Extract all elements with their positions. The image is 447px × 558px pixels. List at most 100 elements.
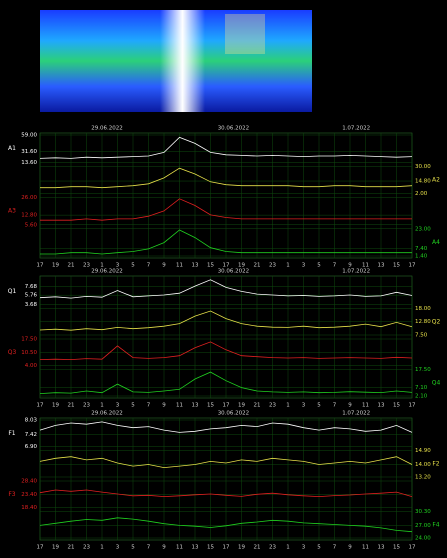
x-tick-label: 17: [223, 263, 230, 269]
x-tick-label: 11: [362, 263, 369, 269]
x-tick-label: 23: [269, 403, 276, 409]
x-tick-label: 7: [147, 263, 151, 269]
y-tick-label: 6.90: [25, 444, 38, 450]
x-tick-label: 19: [238, 545, 245, 551]
x-tick-label: 9: [162, 403, 166, 409]
x-tick-label: 13: [378, 403, 385, 409]
x-tick-label: 21: [254, 263, 261, 269]
x-tick-label: 11: [176, 263, 183, 269]
y-tick-label: 8.03: [25, 418, 38, 424]
x-tick-label: 21: [68, 403, 75, 409]
y-tick-label: 3.68: [25, 302, 38, 308]
x-tick-label: 5: [131, 263, 135, 269]
x-tick-label: 1: [100, 403, 104, 409]
y-tick-label: 7.68: [25, 284, 38, 290]
series-name: Q1: [8, 288, 17, 295]
date-label: 1.07.2022: [342, 126, 370, 132]
x-tick-label: 1: [100, 545, 104, 551]
x-tick-label: 9: [162, 545, 166, 551]
x-tick-label: 13: [192, 403, 199, 409]
y-tick-label: 27.00: [415, 523, 431, 529]
x-tick-label: 17: [223, 545, 230, 551]
date-label: 29.06.2022: [91, 126, 123, 132]
y-tick-label: 14.90: [415, 448, 431, 454]
x-tick-label: 9: [348, 403, 352, 409]
x-tick-label: 13: [378, 545, 385, 551]
y-tick-label: 13.60: [21, 160, 37, 166]
x-tick-label: 17: [409, 263, 416, 269]
x-tick-label: 15: [393, 263, 400, 269]
y-tick-label: 23.40: [21, 492, 37, 498]
x-tick-label: 11: [362, 403, 369, 409]
series-line: [39, 341, 413, 361]
x-tick-label: 1: [286, 263, 290, 269]
x-tick-label: 17: [37, 263, 44, 269]
y-tick-label: 31.60: [21, 149, 37, 155]
series-line: [39, 279, 413, 299]
x-tick-label: 23: [83, 403, 90, 409]
x-tick-label: 15: [207, 263, 214, 269]
x-tick-label: 19: [238, 403, 245, 409]
y-tick-label: 17.50: [21, 337, 37, 343]
y-tick-label: 4.00: [25, 363, 38, 369]
x-tick-label: 3: [302, 403, 306, 409]
x-tick-label: 19: [52, 403, 59, 409]
x-tick-label: 17: [409, 545, 416, 551]
date-label: 30.06.2022: [218, 269, 250, 275]
x-tick-label: 11: [176, 545, 183, 551]
x-tick-label: 9: [348, 545, 352, 551]
series-name: Q3: [8, 349, 17, 356]
x-tick-label: 19: [52, 545, 59, 551]
series-line: [40, 198, 412, 221]
y-tick-label: 17.50: [415, 367, 431, 373]
x-tick-label: 17: [223, 403, 230, 409]
x-tick-label: 3: [116, 263, 120, 269]
x-tick-label: 7: [333, 263, 337, 269]
y-tick-label: 18.00: [415, 306, 431, 312]
x-tick-label: 23: [83, 263, 90, 269]
x-tick-label: 15: [207, 403, 214, 409]
x-tick-label: 9: [162, 263, 166, 269]
x-tick-label: 13: [378, 263, 385, 269]
x-tick-label: 19: [52, 263, 59, 269]
y-tick-label: 7.50: [415, 333, 428, 339]
y-tick-label: 26.00: [21, 195, 37, 201]
y-tick-label: 7.42: [25, 432, 37, 438]
series-name: Q4: [432, 379, 441, 386]
series-name: F2: [432, 460, 439, 467]
x-tick-label: 3: [302, 263, 306, 269]
x-tick-label: 23: [269, 545, 276, 551]
x-tick-label: 1: [100, 263, 104, 269]
x-tick-label: 5: [317, 263, 321, 269]
x-tick-label: 11: [362, 545, 369, 551]
date-label: 30.06.2022: [218, 126, 250, 132]
series-line: [39, 489, 413, 498]
series-name: Q2: [432, 318, 441, 325]
y-tick-label: 5.76: [25, 293, 38, 299]
y-tick-label: 7.10: [415, 385, 428, 391]
series-line: [39, 421, 413, 433]
spectrogram-burst: [160, 10, 205, 112]
x-tick-label: 7: [333, 403, 337, 409]
x-tick-label: 15: [207, 545, 214, 551]
x-tick-label: 21: [68, 263, 75, 269]
x-tick-label: 21: [254, 545, 261, 551]
x-tick-label: 19: [238, 263, 245, 269]
series-line: [39, 136, 413, 159]
x-tick-label: 23: [83, 545, 90, 551]
x-tick-label: 7: [147, 403, 151, 409]
series-name: A1: [8, 145, 16, 152]
spectrogram-band: [225, 14, 265, 54]
x-tick-label: 17: [37, 403, 44, 409]
x-tick-label: 21: [68, 545, 75, 551]
y-tick-label: 30.30: [415, 509, 431, 515]
series-line: [39, 456, 413, 469]
x-tick-label: 5: [317, 545, 321, 551]
series-line: [40, 167, 413, 189]
date-label: 1.07.2022: [342, 269, 370, 275]
series-line: [39, 371, 413, 394]
x-tick-label: 1: [286, 545, 290, 551]
x-tick-label: 13: [192, 263, 199, 269]
y-tick-label: 28.40: [21, 479, 37, 485]
